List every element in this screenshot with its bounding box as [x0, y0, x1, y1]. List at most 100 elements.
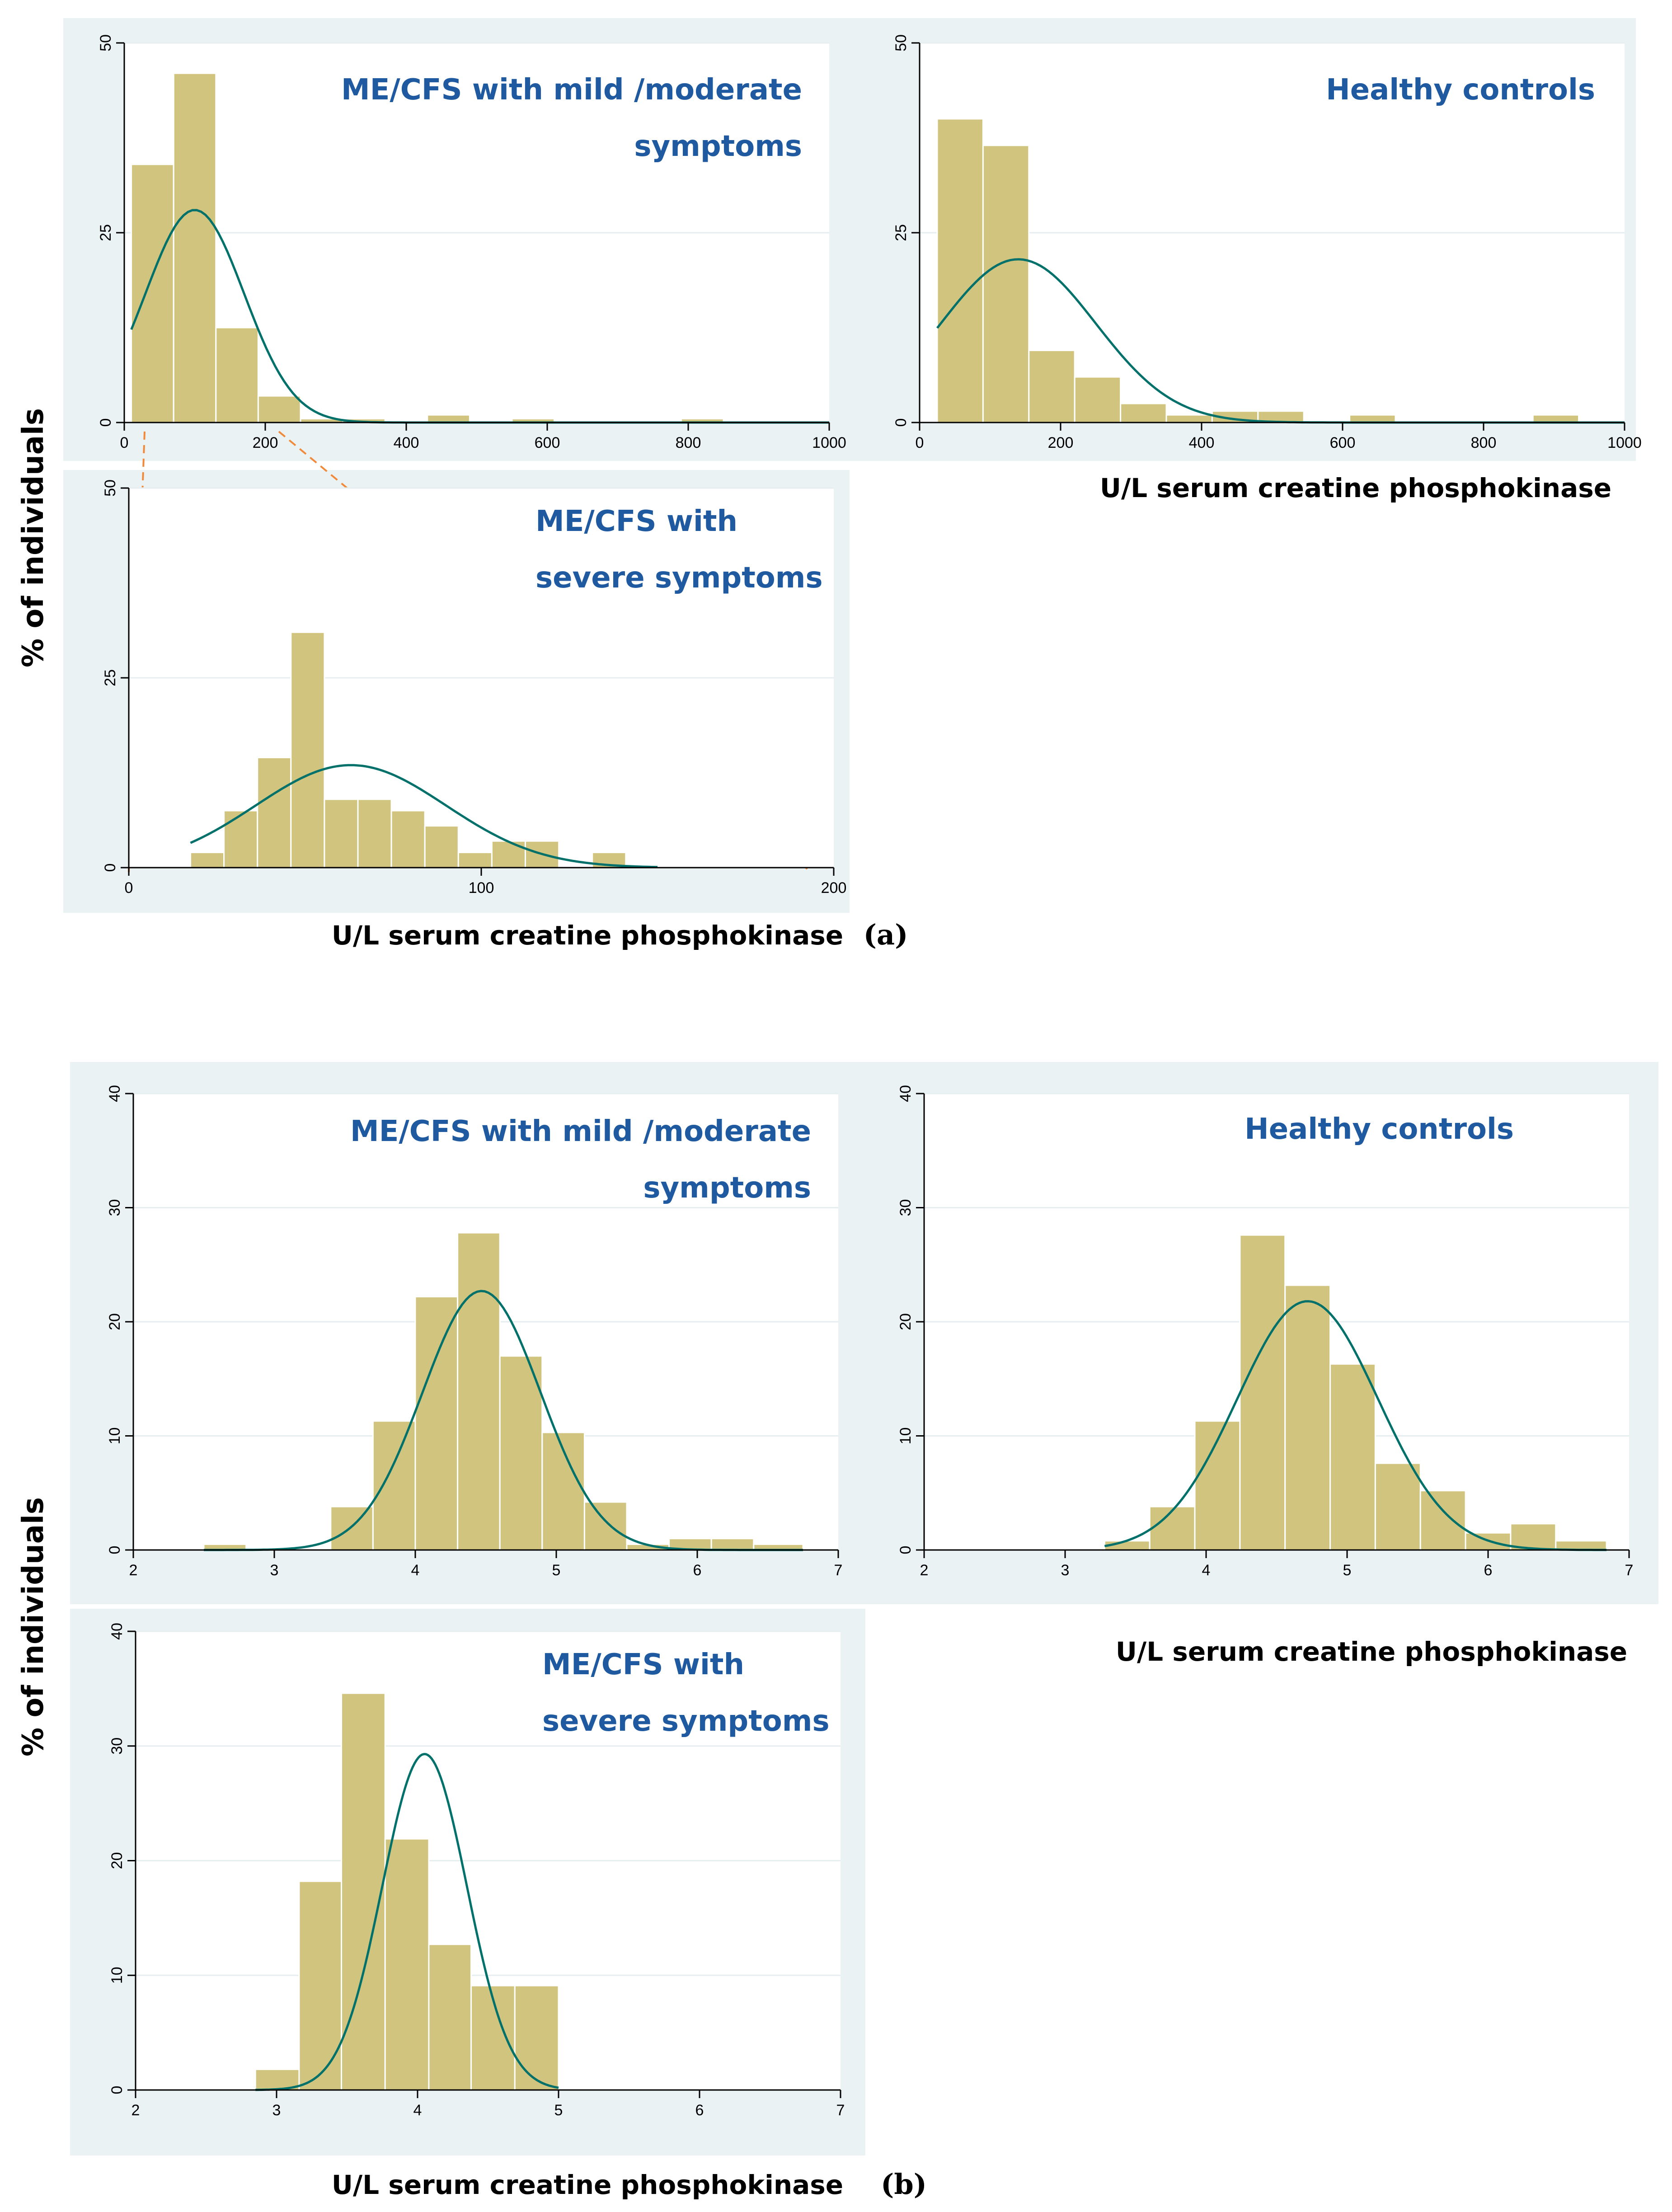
histogram-bar	[1120, 403, 1167, 423]
chart-a3: 0 25 50 0 100 200 ME/CFS with severe symptoms	[102, 479, 846, 897]
y-tick-label: 25	[892, 224, 910, 241]
histogram-bar	[1149, 1506, 1196, 1551]
chart-title-line: symptoms	[643, 1171, 811, 1205]
histogram-bar	[1349, 414, 1396, 423]
x-tick-label: 6	[693, 1562, 702, 1579]
y-tick-label: 50	[892, 34, 910, 52]
histogram-bar	[1532, 414, 1580, 423]
x-tick-label: 1000	[1607, 434, 1642, 451]
x-tick-label: 0	[916, 434, 924, 451]
y-tick-label: 40	[108, 1623, 126, 1640]
x-tick-label: 100	[469, 879, 494, 897]
chart-b1: 0 10 20 30 40 2 3 4 5 6 7 ME/CFS with mild /moderat…	[106, 1085, 842, 1579]
x-tick-label: 2	[129, 1562, 138, 1579]
chart-b3: 0 10 20 30 40 2 3 4 5 6 7 ME/CFS with severe symptom…	[108, 1623, 845, 2119]
x-tick-label: 4	[411, 1562, 420, 1579]
x-tick-label: 2	[920, 1562, 929, 1579]
y-tick-label: 0	[97, 418, 114, 427]
chart-title-line: severe symptoms	[535, 561, 823, 595]
y-tick-label: 10	[897, 1428, 914, 1445]
y-tick-label: 0	[108, 2086, 126, 2095]
y-tick-label: 30	[897, 1199, 914, 1216]
histogram-bar	[457, 851, 493, 869]
x-axis-title-b-top: U/L serum creatine phosphokinase	[1116, 1636, 1627, 1667]
y-tick-label: 25	[102, 669, 119, 686]
y-tick-label: 30	[106, 1199, 123, 1216]
x-axis-title-b-bottom: U/L serum creatine phosphokinase	[332, 2170, 843, 2200]
histogram-bar	[936, 118, 984, 423]
histogram-bar	[372, 1420, 416, 1551]
chart-title-line: ME/CFS with	[542, 1648, 744, 1681]
x-tick-label: 5	[554, 2102, 563, 2119]
x-axis-title-a-top: U/L serum creatine phosphokinase	[1100, 473, 1611, 503]
normal-density-curve	[1104, 1300, 1607, 1551]
histogram-bar	[1329, 1363, 1376, 1551]
y-axis-title-a: % of individuals	[17, 408, 50, 667]
histogram-bar	[173, 72, 217, 423]
histogram-bar	[257, 756, 292, 869]
histogram-bar	[223, 810, 258, 869]
y-tick-label: 20	[106, 1313, 123, 1330]
histogram-bar	[1419, 1490, 1466, 1551]
x-tick-label: 3	[272, 2102, 281, 2119]
x-tick-label: 200	[253, 434, 278, 451]
y-tick-label: 40	[106, 1085, 123, 1102]
histogram-bar	[414, 1296, 459, 1551]
x-tick-label: 1000	[812, 434, 846, 451]
x-tick-label: 400	[394, 434, 419, 451]
histogram-bar	[583, 1501, 628, 1551]
y-tick-label: 0	[106, 1546, 123, 1555]
y-axis-title-b: % of individuals	[17, 1497, 50, 1756]
x-tick-label: 600	[1330, 434, 1356, 451]
x-axis-title-a-bottom: U/L serum creatine phosphokinase	[332, 920, 843, 951]
y-tick-label: 30	[108, 1738, 126, 1755]
chart-title-line: Healthy controls	[1326, 73, 1595, 107]
y-tick-label: 10	[106, 1428, 123, 1445]
histogram-bar	[215, 327, 259, 423]
y-tick-label: 20	[897, 1313, 914, 1330]
x-tick-label: 0	[120, 434, 129, 451]
x-tick-label: 600	[535, 434, 560, 451]
histogram-bar	[1028, 349, 1076, 423]
x-tick-label: 0	[125, 879, 133, 897]
x-tick-label: 400	[1189, 434, 1215, 451]
x-tick-label: 5	[1343, 1562, 1352, 1579]
y-tick-label: 10	[108, 1967, 126, 1984]
panel-label-a: (a)	[864, 918, 908, 951]
chart-a1: 0 25 50 0 200 400 600 800 1000 ME/CFS with mild /…	[97, 34, 846, 451]
histogram-bar	[341, 1692, 386, 2091]
y-tick-label: 40	[897, 1085, 914, 1102]
histogram-bar	[710, 1538, 755, 1551]
histogram-bar	[190, 851, 225, 869]
normal-density-curve	[190, 764, 658, 869]
x-tick-label: 6	[1484, 1562, 1493, 1579]
x-tick-label: 7	[834, 1562, 843, 1579]
histogram-bar	[131, 164, 174, 423]
x-tick-label: 5	[552, 1562, 561, 1579]
histogram-bar	[428, 1944, 472, 2091]
histogram-bar	[1074, 376, 1122, 423]
histogram-bar	[290, 631, 325, 869]
chart-title-line: ME/CFS with	[535, 505, 737, 538]
histogram-bar	[257, 395, 301, 423]
y-tick-label: 0	[102, 864, 119, 872]
x-tick-label: 3	[1061, 1562, 1070, 1579]
y-tick-label: 50	[102, 479, 119, 497]
chart-b2: 0 10 20 30 40 2 3 4 5 6 7 Healthy controls	[897, 1085, 1633, 1579]
x-tick-label: 200	[1048, 434, 1074, 451]
chart-title-line: severe symptoms	[542, 1705, 830, 1738]
x-tick-label: 800	[1471, 434, 1497, 451]
histogram-bar	[1239, 1234, 1286, 1551]
histogram-bar	[330, 1506, 374, 1551]
histogram-bar	[298, 1880, 343, 2091]
chart-title-line: ME/CFS with mild /moderate	[341, 73, 802, 107]
x-tick-label: 3	[270, 1562, 279, 1579]
histogram-bar	[1284, 1284, 1331, 1551]
histogram-bar	[424, 825, 459, 869]
histogram-bar	[357, 798, 392, 869]
y-tick-label: 50	[97, 34, 114, 52]
x-tick-label: 4	[413, 2102, 422, 2119]
x-tick-label: 200	[821, 879, 847, 897]
